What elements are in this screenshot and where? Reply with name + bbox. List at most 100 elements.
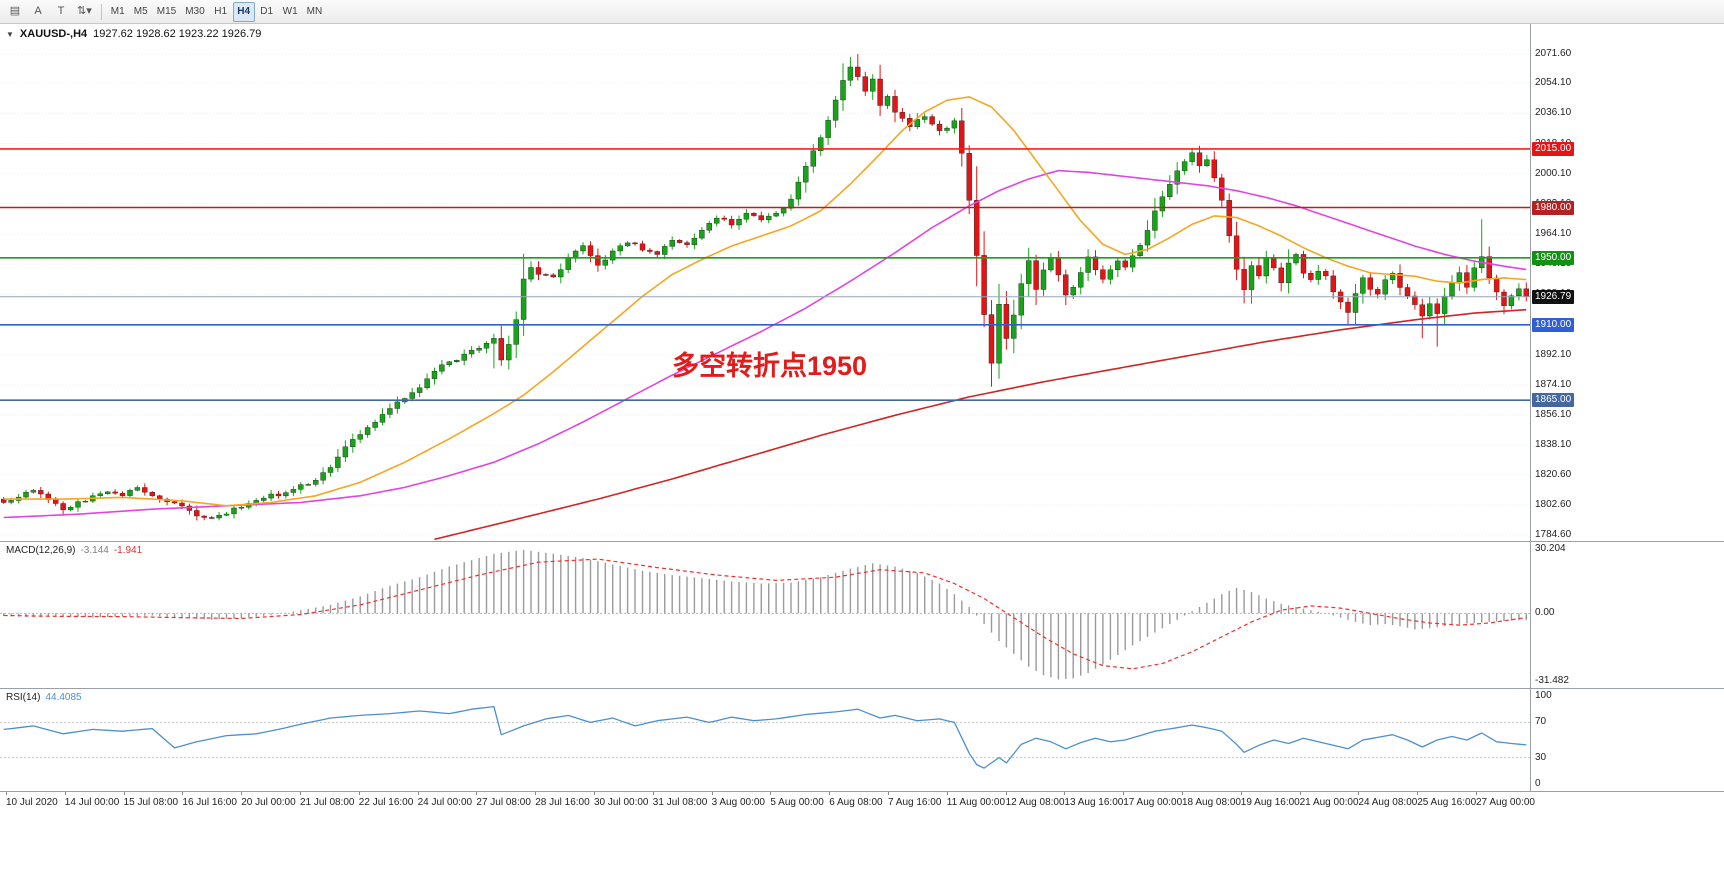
candle-body <box>780 208 787 214</box>
price-level-badge: 1910.00 <box>1532 317 1575 332</box>
candle-body <box>1011 314 1017 339</box>
ma-fast-line[interactable] <box>3 96 1527 507</box>
candle-body <box>825 120 831 138</box>
rsi-title: RSI(14) 44.4085 <box>6 692 82 703</box>
candle-body <box>1308 272 1314 280</box>
scale-dropdown-button[interactable]: ⇅▾ <box>73 2 96 22</box>
candle-body <box>23 492 29 498</box>
candle-body <box>647 249 653 252</box>
candle-body <box>988 314 995 364</box>
price-tick-label: 1856.10 <box>1535 409 1572 421</box>
candle-body <box>1404 287 1411 297</box>
price-tick-label: 1820.60 <box>1535 468 1572 480</box>
candle-body <box>513 319 519 345</box>
time-axis-label: 30 Jul 00:00 <box>594 797 649 808</box>
timeframe-button-D1[interactable]: D1 <box>256 2 278 22</box>
candle-body <box>53 499 59 504</box>
timeframe-button-M5[interactable]: M5 <box>130 2 152 22</box>
time-axis-tick <box>888 792 889 795</box>
candle-body <box>832 99 839 121</box>
time-axis-label: 6 Aug 08:00 <box>829 797 883 808</box>
time-axis-label: 18 Aug 08:00 <box>1182 797 1241 808</box>
candle-body <box>1352 293 1359 313</box>
candle-body <box>416 387 423 393</box>
candle-body <box>818 137 824 151</box>
macd-title: MACD(12,26,9) -3.144 -1.941 <box>6 545 142 556</box>
time-axis-tick <box>64 792 66 795</box>
candle-body <box>350 439 356 447</box>
text-tool-button[interactable]: T <box>50 2 72 22</box>
candle-body <box>884 96 891 106</box>
candle-body <box>1092 256 1099 270</box>
ma-slow-line[interactable] <box>434 308 1527 541</box>
candle-body <box>1278 267 1284 283</box>
candle-body <box>409 392 415 399</box>
timeframe-button-H4[interactable]: H4 <box>232 1 255 22</box>
macd-tick-label: 0.00 <box>1535 607 1555 619</box>
macd-axis[interactable]: 30.204 0.00 -31.482 <box>1530 542 1724 688</box>
timeframe-button-M15[interactable]: M15 <box>153 2 180 22</box>
chart-dropdown-icon[interactable]: ▼ <box>6 29 14 39</box>
time-axis-label: 21 Jul 08:00 <box>300 797 355 808</box>
price-level-badge: 1865.00 <box>1532 393 1575 408</box>
annotate-letter-button[interactable]: A <box>27 2 49 22</box>
candle-body <box>119 493 126 496</box>
candle-body <box>298 484 304 490</box>
chart-title: ▼ XAUUSD-,H4 1927.62 1928.62 1923.22 192… <box>6 28 261 40</box>
timeframe-button-M30[interactable]: M30 <box>181 2 208 22</box>
timeframe-button-MN[interactable]: MN <box>303 2 327 22</box>
candle-body <box>1493 277 1500 293</box>
candle-body <box>82 500 89 503</box>
macd-panel[interactable]: MACD(12,26,9) -3.144 -1.941 30.204 0.00 -3… <box>0 541 1724 688</box>
time-axis-label: 24 Aug 08:00 <box>1358 797 1418 808</box>
candle-body <box>974 200 980 256</box>
candle-body <box>1040 269 1047 290</box>
time-axis-tick <box>1358 792 1360 795</box>
price-axis[interactable]: 2071.602054.102036.102018.102000.101982.… <box>1530 24 1724 541</box>
ma-mid-line[interactable] <box>3 169 1527 519</box>
candle-body <box>476 348 482 351</box>
time-axis-tick <box>476 792 478 795</box>
rsi-tick-label: 100 <box>1535 690 1552 702</box>
candle-body <box>179 502 185 507</box>
chart-annotation[interactable]: 多空转折点1950 <box>672 351 868 381</box>
price-chart-panel[interactable]: ▼ XAUUSD-,H4 1927.62 1928.62 1923.22 192… <box>0 24 1724 541</box>
macd-label: MACD(12,26,9) <box>6 545 76 556</box>
candle-body <box>1449 282 1455 297</box>
candle-body <box>528 267 534 280</box>
candle-body <box>290 489 297 493</box>
timeframe-button-W1[interactable]: W1 <box>279 2 302 22</box>
candle-body <box>1159 196 1166 212</box>
candle-body <box>1248 265 1255 290</box>
candle-body <box>8 500 14 503</box>
candle-body <box>1063 274 1069 296</box>
candle-body <box>194 510 200 517</box>
candle-body <box>862 76 868 92</box>
candle-body <box>216 515 222 519</box>
time-axis[interactable]: 10 Jul 2020 14 Jul 00:00 15 Jul 08:00 16 Ju… <box>0 791 1724 813</box>
candle-body <box>1226 200 1232 236</box>
candle-body <box>706 223 712 231</box>
bottom-space <box>0 813 1724 895</box>
rsi-panel[interactable]: RSI(14) 44.4085 100 70 30 0 <box>0 688 1724 791</box>
time-axis-label: 27 Jul 08:00 <box>476 797 531 808</box>
candle-body <box>305 484 311 486</box>
candle-body <box>1033 260 1039 290</box>
candle-body <box>959 120 965 154</box>
candle-body <box>1025 260 1032 284</box>
candle-body <box>1508 295 1515 306</box>
candle-body <box>439 364 445 372</box>
rsi-canvas <box>0 705 1530 769</box>
price-level-badge: 1950.00 <box>1532 250 1575 265</box>
candle-body <box>877 78 883 106</box>
candle-body <box>1129 255 1136 268</box>
candle-body <box>728 219 735 226</box>
candle-body <box>1374 289 1381 295</box>
chart-grid-button[interactable]: ▤ <box>4 2 26 22</box>
candle-body <box>454 360 460 362</box>
rsi-axis[interactable]: 100 70 30 0 <box>1530 689 1724 791</box>
timeframe-button-H1[interactable]: H1 <box>210 2 232 22</box>
candle-body <box>1233 235 1240 270</box>
timeframe-button-M1[interactable]: M1 <box>107 2 129 22</box>
time-axis-label: 28 Jul 16:00 <box>535 797 590 808</box>
